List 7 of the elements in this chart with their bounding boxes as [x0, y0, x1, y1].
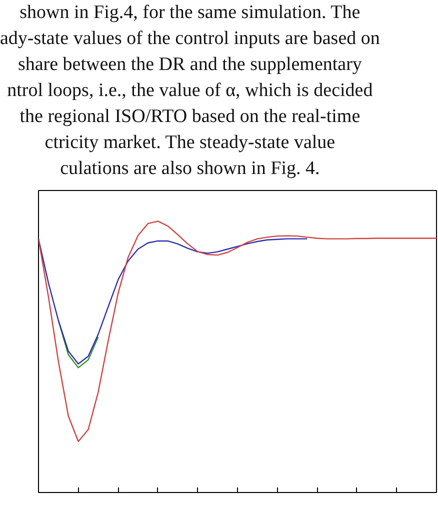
- text: the regional ISO/RTO based on the real-time: [18, 105, 362, 129]
- text: share between the DR and the supplementary: [16, 53, 363, 77]
- text: culations are also shown in Fig. 4.: [59, 157, 321, 181]
- text: ady-state values of the control inputs are based on: [0, 27, 380, 51]
- text: ntrol loops, i.e., the value of α, which is decided: [6, 79, 374, 103]
- text: ctricity market. The steady-state value: [44, 131, 336, 155]
- text: shown in Fig.4, for the same simulation. The: [18, 1, 362, 25]
